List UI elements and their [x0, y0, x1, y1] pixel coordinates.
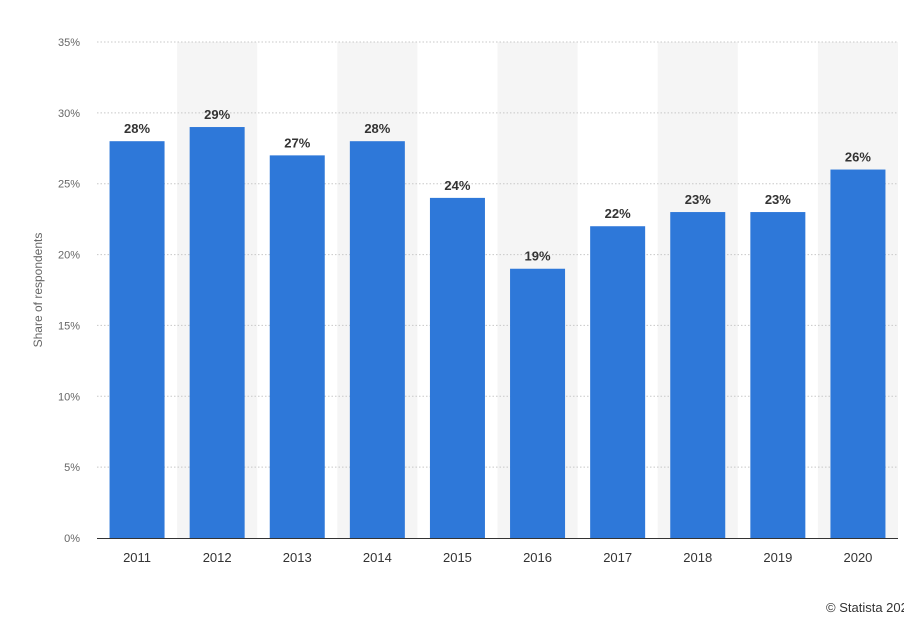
x-tick-label: 2012 [203, 550, 232, 565]
y-tick-label: 15% [58, 320, 80, 332]
y-axis-ticks: 0% 5% 10% 15% 20% 25% 30% 35% [58, 37, 80, 545]
bar-2016[interactable] [510, 268, 566, 538]
data-label-2013: 27% [284, 135, 310, 150]
y-tick-label: 5% [64, 462, 80, 474]
bar-2017[interactable] [590, 226, 646, 538]
data-label-2020: 26% [845, 150, 871, 165]
x-tick-label: 2017 [603, 550, 632, 565]
data-label-2012: 29% [204, 107, 230, 122]
statista-credit[interactable]: © Statista 2021 [826, 600, 904, 615]
bars [109, 127, 886, 539]
y-tick-label: 0% [64, 533, 80, 545]
bar-2013[interactable] [269, 155, 325, 538]
data-label-2019: 23% [765, 192, 791, 207]
data-labels: 28% 29% 27% 28% 24% 19% 22% 23% 23% 26% [124, 107, 871, 264]
x-tick-label: 2011 [123, 550, 151, 565]
y-tick-label: 35% [58, 37, 80, 49]
x-tick-label: 2016 [523, 550, 552, 565]
data-label-2011: 28% [124, 121, 150, 136]
x-axis-ticks: 2011 2012 2013 2014 2015 2016 2017 2018 2019 2020 [123, 550, 872, 565]
data-label-2014: 28% [364, 121, 390, 136]
bar-2015[interactable] [429, 197, 485, 538]
y-axis-title: Share of respondents [31, 233, 45, 348]
x-tick-label: 2015 [443, 550, 472, 565]
y-tick-label: 30% [58, 108, 80, 120]
x-tick-label: 2020 [843, 550, 872, 565]
bar-2020[interactable] [830, 169, 886, 539]
y-tick-label: 25% [58, 179, 80, 191]
bar-2011[interactable] [109, 141, 165, 538]
bar-2019[interactable] [750, 212, 806, 539]
x-tick-label: 2018 [683, 550, 712, 565]
data-label-2015: 24% [444, 178, 470, 193]
data-label-2018: 23% [685, 192, 711, 207]
data-label-2016: 19% [525, 249, 551, 264]
y-tick-label: 20% [58, 250, 80, 262]
y-tick-label: 10% [58, 391, 80, 403]
x-tick-label: 2019 [763, 550, 792, 565]
x-tick-label: 2014 [363, 550, 392, 565]
bar-2012[interactable] [189, 127, 245, 539]
bar-2014[interactable] [349, 141, 405, 538]
bar-2018[interactable] [670, 212, 726, 539]
x-tick-label: 2013 [283, 550, 312, 565]
data-label-2017: 22% [605, 206, 631, 221]
